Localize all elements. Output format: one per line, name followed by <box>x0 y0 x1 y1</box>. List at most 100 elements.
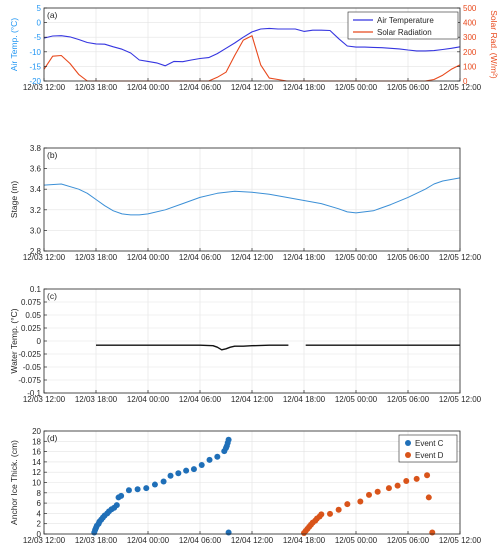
event-c-point <box>206 456 213 463</box>
x-tick-label: 12/04 06:00 <box>179 395 222 404</box>
x-tick-label: 12/05 00:00 <box>335 253 378 262</box>
y-tick-label: 2 <box>37 520 42 529</box>
event-c-point <box>143 485 150 492</box>
event-d-point <box>335 506 342 513</box>
legend-label-event-c: Event C <box>415 439 444 448</box>
event-d-point <box>374 488 381 495</box>
event-d-point <box>394 482 401 489</box>
event-c-point <box>134 486 141 493</box>
event-d-point <box>403 477 410 484</box>
x-tick-label: 12/03 18:00 <box>75 83 118 92</box>
y-tick-label: 0.05 <box>25 311 41 320</box>
y-tick-label: 0 <box>37 530 42 539</box>
y-axis-label: Air Temp. (°C) <box>9 18 19 71</box>
y-tick-label: -0.1 <box>27 389 41 398</box>
event-c-point <box>175 470 182 477</box>
y-tick-label: 14 <box>32 458 41 467</box>
event-d-point <box>318 511 325 518</box>
air-temperature-line <box>43 27 461 67</box>
event-d-point <box>424 472 431 479</box>
axes-box <box>43 7 461 82</box>
panel-label: (a) <box>47 10 58 20</box>
y-tick-label: 10 <box>32 479 41 488</box>
y-tick-label: -0.025 <box>18 350 41 359</box>
event-c-point <box>118 492 125 499</box>
x-tick-label: 12/05 12:00 <box>439 83 482 92</box>
x-tick-label: 12/05 06:00 <box>387 253 430 262</box>
y-tick-label: 6 <box>37 499 42 508</box>
x-tick-label: 12/03 18:00 <box>75 395 118 404</box>
y-tick-label: 3.8 <box>30 144 42 153</box>
x-tick-label: 12/04 00:00 <box>127 83 170 92</box>
legend-label-air-temperature: Air Temperature <box>377 16 434 25</box>
y-axis-label: Water Temp. (°C) <box>9 308 19 373</box>
x-tick-label: 12/05 00:00 <box>335 395 378 404</box>
stage-line <box>43 177 461 216</box>
y-tick-label: -5 <box>34 33 42 42</box>
panel-a-air-temp-solar: 12/03 12:00 12/03 18:00 12/04 00:00 12/04 0… <box>9 4 499 92</box>
event-c-point <box>160 478 167 485</box>
x-tick-label: 12/05 00:00 <box>335 536 378 545</box>
y-tick-label: 16 <box>32 448 41 457</box>
x-tick-label: 12/04 00:00 <box>127 253 170 262</box>
legend-swatch-event-c <box>405 440 411 446</box>
event-d-point <box>344 501 351 508</box>
panel-label: (b) <box>47 150 58 160</box>
y-tick-label: 3.0 <box>30 226 42 235</box>
y-tick-label: 3.4 <box>30 185 42 194</box>
y2-tick-label: 300 <box>463 33 477 42</box>
legend-label-solar-radiation: Solar Radiation <box>377 28 432 37</box>
legend: Air Temperature Solar Radiation <box>347 11 459 40</box>
y-axis-label: Stage (m) <box>9 181 19 218</box>
x-tick-label: 12/03 18:00 <box>75 253 118 262</box>
event-c-point <box>190 466 197 473</box>
x-tick-label: 12/04 06:00 <box>179 253 222 262</box>
event-c-point <box>113 502 120 509</box>
water-temp-segment-1 <box>96 344 289 351</box>
legend-label-event-d: Event D <box>415 451 444 460</box>
x-tick-label: 12/04 06:00 <box>179 83 222 92</box>
y2-tick-label: 400 <box>463 19 477 28</box>
x-tick-label: 12/04 12:00 <box>231 83 274 92</box>
event-c-point <box>151 481 158 488</box>
x-tick-label: 12/03 18:00 <box>75 536 118 545</box>
x-tick-label: 12/05 06:00 <box>387 395 430 404</box>
y-tick-label: 2.8 <box>30 247 42 256</box>
event-d-point <box>327 510 333 517</box>
y-tick-label: -15 <box>29 62 41 71</box>
x-tick-label: 12/05 12:00 <box>439 536 482 545</box>
y-tick-label: -10 <box>29 48 41 57</box>
y2-tick-label: 100 <box>463 62 477 71</box>
legend-swatch-event-d <box>405 452 411 458</box>
x-tick-label: 12/04 12:00 <box>231 253 274 262</box>
panel-label: (c) <box>47 291 57 301</box>
x-tick-label: 12/05 12:00 <box>439 253 482 262</box>
event-d-point <box>366 491 372 498</box>
y-tick-label: 3.2 <box>30 206 42 215</box>
y-tick-label: 18 <box>32 437 41 446</box>
y-tick-label: 0.075 <box>21 298 42 307</box>
y-tick-label: 20 <box>32 427 41 436</box>
x-tick-label: 12/04 12:00 <box>231 536 274 545</box>
panel-c-water-temp: 12/03 12:00 12/03 18:00 12/04 00:00 12/04 0… <box>9 285 482 404</box>
y-axis-label: Anchor Ice Thick. (cm) <box>9 440 19 525</box>
x-tick-label: 12/05 06:00 <box>387 83 430 92</box>
x-tick-label: 12/04 18:00 <box>283 83 326 92</box>
panel-d-anchor-ice: 12/03 12:00 12/03 18:00 12/04 00:00 12/04 0… <box>9 427 482 545</box>
legend-box <box>347 11 459 40</box>
y-tick-label: 0 <box>37 337 42 346</box>
x-tick-label: 12/05 00:00 <box>335 83 378 92</box>
event-c-point <box>183 467 190 474</box>
event-d-point <box>429 529 436 536</box>
legend: Event C Event D <box>398 434 458 463</box>
y2-tick-label: 200 <box>463 48 477 57</box>
y-tick-label: -0.05 <box>23 363 42 372</box>
x-tick-label: 12/03 12:00 <box>23 253 66 262</box>
x-tick-label: 12/04 06:00 <box>179 536 222 545</box>
x-tick-label: 12/04 00:00 <box>127 395 170 404</box>
x-tick-label: 12/03 12:00 <box>23 536 66 545</box>
event-d-point <box>413 475 420 482</box>
event-c-point <box>167 472 174 479</box>
y-tick-label: -0.075 <box>18 376 41 385</box>
